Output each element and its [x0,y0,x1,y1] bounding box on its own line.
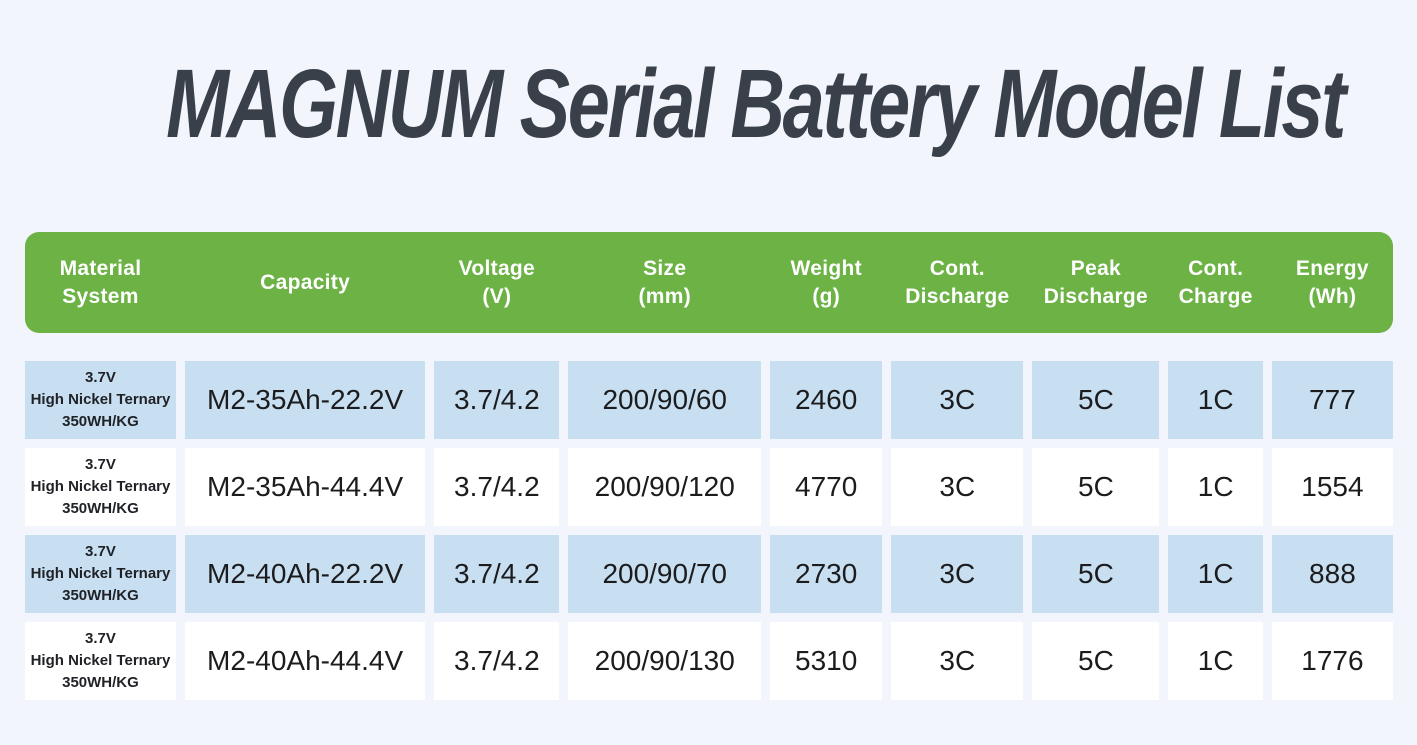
cell-voltage: 3.7/4.2 [434,622,560,700]
header-cell-energy: Energy (Wh) [1295,257,1369,308]
cell-material-system: 3.7V High Nickel Ternary 350WH/KG [25,448,176,526]
table-row: 3.7V High Nickel Ternary 350WH/KG M2-35A… [25,361,1393,439]
cell-capacity: M2-40Ah-22.2V [184,535,426,613]
cell-peak-discharge: 5C [1032,535,1160,613]
cell-cont-charge: 1C [1168,448,1263,526]
cell-peak-discharge: 5C [1032,361,1160,439]
cell-energy: 888 [1271,535,1393,613]
table-header: Material System Capacity Voltage (V) Siz… [25,232,1393,333]
cell-energy: 1776 [1271,622,1393,700]
cell-capacity: M2-40Ah-44.4V [184,622,426,700]
cell-capacity: M2-35Ah-44.4V [184,448,426,526]
header-cell-cont-charge: Cont. Charge [1178,257,1253,308]
cell-cont-discharge: 3C [891,448,1024,526]
cell-voltage: 3.7/4.2 [434,448,560,526]
cell-size: 200/90/70 [568,535,762,613]
cell-size: 200/90/120 [568,448,762,526]
cell-peak-discharge: 5C [1032,622,1160,700]
cell-size: 200/90/60 [568,361,762,439]
page-title: MAGNUM Serial Battery Model List [166,49,1346,158]
table-row: 3.7V High Nickel Ternary 350WH/KG M2-40A… [25,622,1393,700]
header-cell-voltage: Voltage (V) [458,257,536,308]
cell-capacity: M2-35Ah-22.2V [184,361,426,439]
table-body: 3.7V High Nickel Ternary 350WH/KG M2-35A… [25,361,1393,700]
cell-weight: 2460 [770,361,883,439]
header-cell-peak-discharge: Peak Discharge [1043,257,1149,308]
cell-material-system: 3.7V High Nickel Ternary 350WH/KG [25,622,176,700]
cell-cont-discharge: 3C [891,622,1024,700]
cell-cont-charge: 1C [1168,535,1263,613]
battery-model-table: Material System Capacity Voltage (V) Siz… [25,232,1393,700]
cell-energy: 1554 [1271,448,1393,526]
cell-cont-charge: 1C [1168,622,1263,700]
cell-voltage: 3.7/4.2 [434,361,560,439]
cell-energy: 777 [1271,361,1393,439]
header-cell-capacity: Capacity [260,270,351,294]
header-cell-material-system: Material System [59,257,142,308]
header-cell-cont-discharge: Cont. Discharge [905,257,1010,308]
cell-cont-charge: 1C [1168,361,1263,439]
header-cell-size: Size (mm) [638,257,691,308]
page-title-wrap: MAGNUM Serial Battery Model List [0,49,1417,158]
cell-cont-discharge: 3C [891,535,1024,613]
cell-material-system: 3.7V High Nickel Ternary 350WH/KG [25,361,176,439]
table-row: 3.7V High Nickel Ternary 350WH/KG M2-40A… [25,535,1393,613]
cell-weight: 5310 [770,622,883,700]
cell-weight: 4770 [770,448,883,526]
cell-voltage: 3.7/4.2 [434,535,560,613]
cell-material-system: 3.7V High Nickel Ternary 350WH/KG [25,535,176,613]
cell-peak-discharge: 5C [1032,448,1160,526]
header-cell-weight: Weight (g) [790,257,862,308]
cell-size: 200/90/130 [568,622,762,700]
table-row: 3.7V High Nickel Ternary 350WH/KG M2-35A… [25,448,1393,526]
cell-cont-discharge: 3C [891,361,1024,439]
cell-weight: 2730 [770,535,883,613]
